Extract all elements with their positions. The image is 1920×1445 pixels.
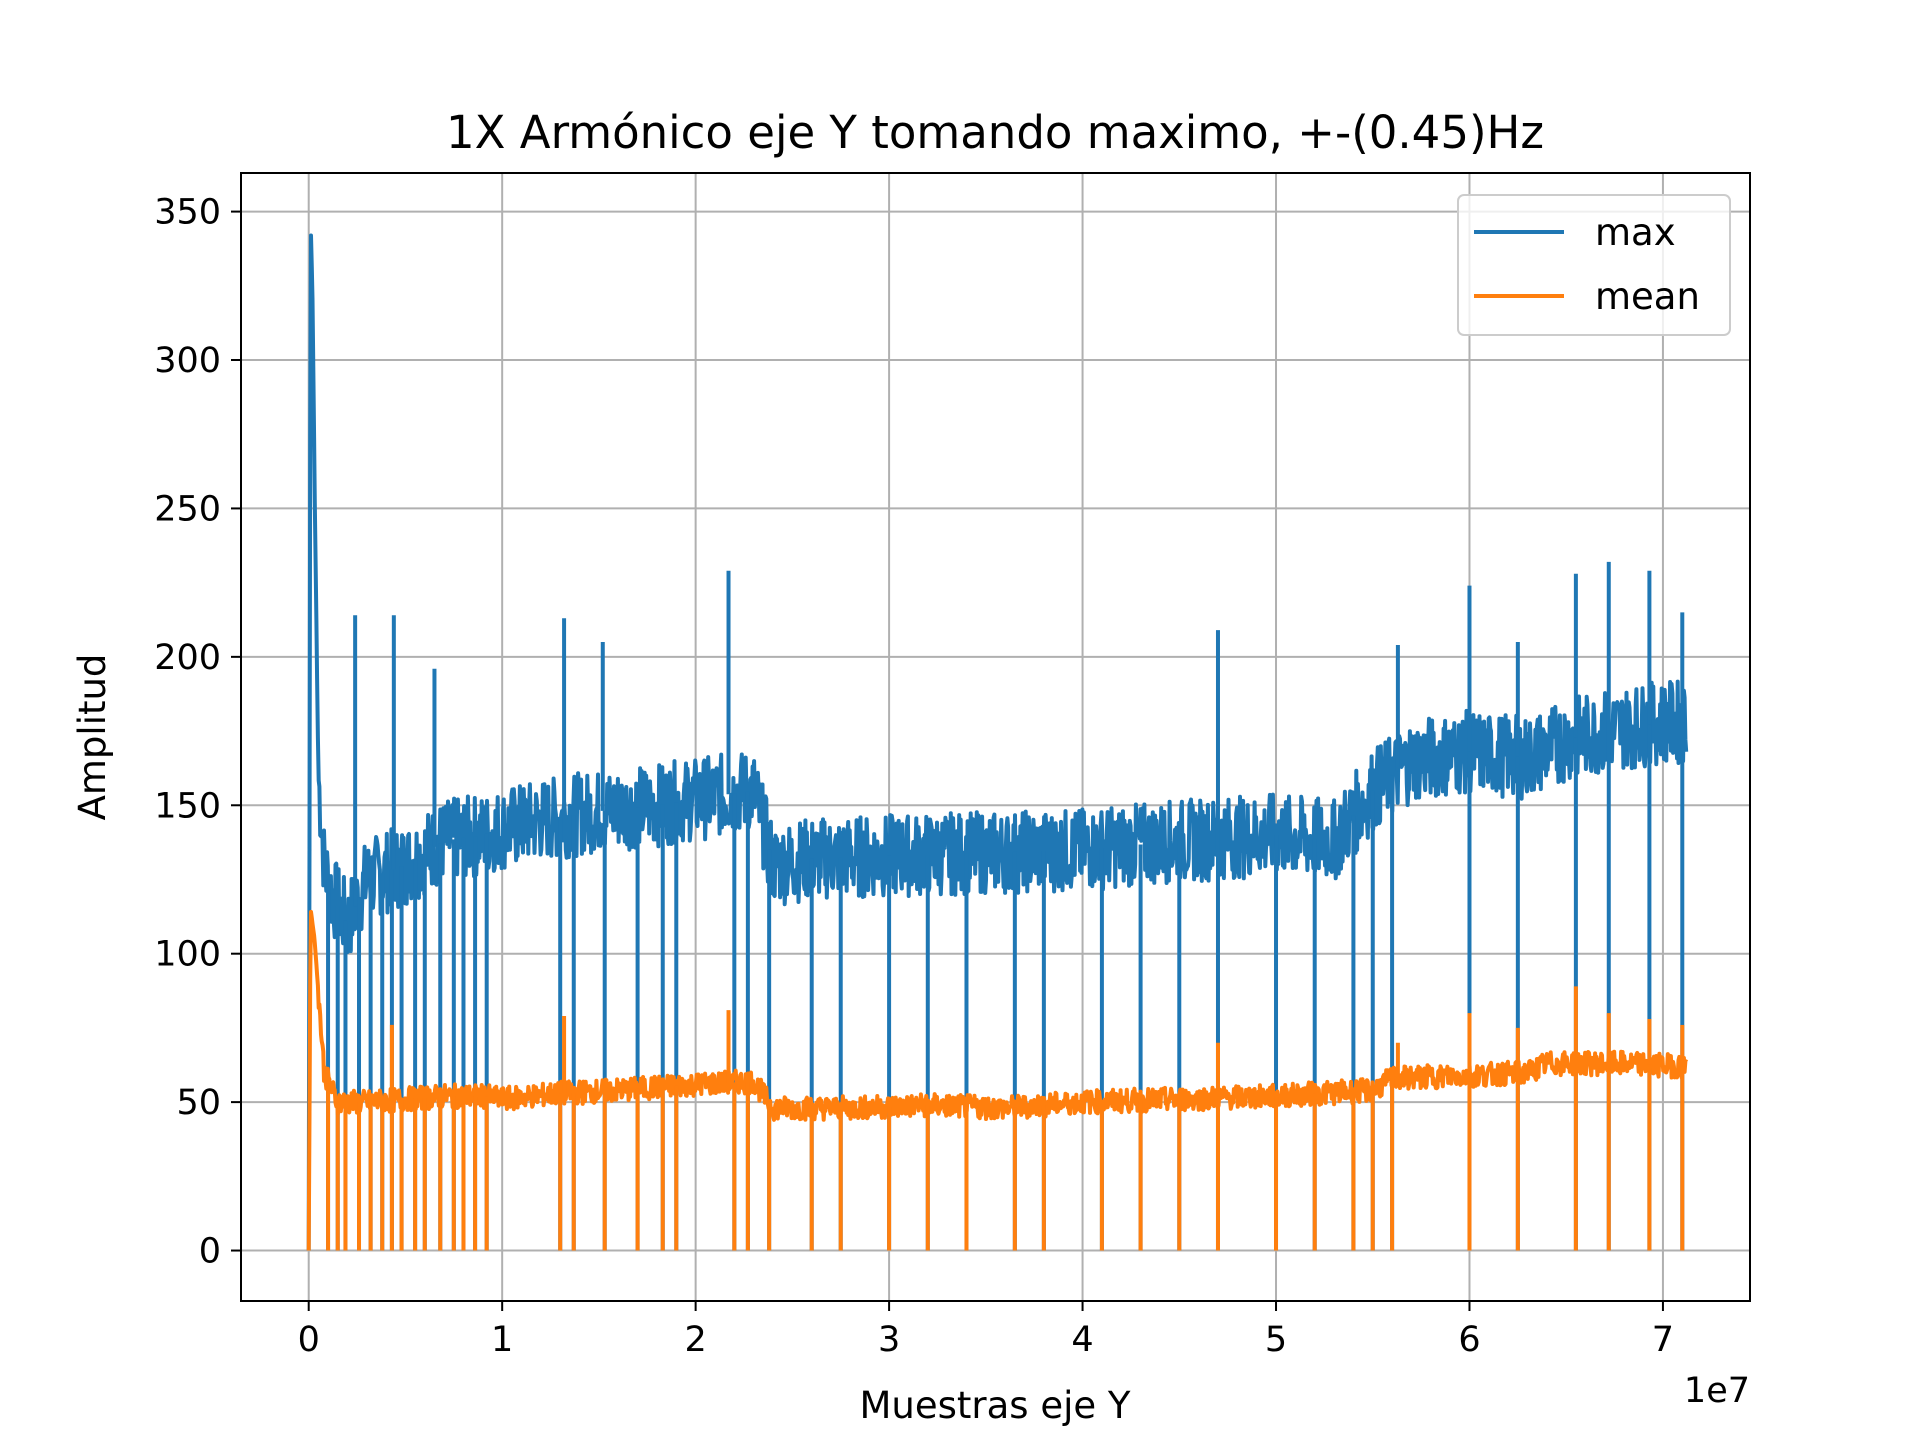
x-tick-label: 7 — [1652, 1320, 1674, 1360]
y-tick-label: 300 — [154, 341, 221, 381]
chart-title: 1X Armónico eje Y tomando maximo, +-(0.4… — [446, 106, 1544, 159]
y-tick-label: 350 — [154, 193, 221, 233]
x-tick-label: 3 — [878, 1320, 900, 1360]
series-layer — [306, 233, 1689, 1251]
ticks: 0 1 2 3 4 5 6 7 0 50 100 150 200 250 300 350 — [154, 193, 1674, 1360]
legend-label-mean: mean — [1595, 275, 1700, 318]
legend: max mean — [1457, 194, 1731, 336]
y-tick-label: 250 — [154, 489, 221, 529]
series-line-mean — [306, 909, 1689, 1251]
y-tick-label: 200 — [154, 638, 221, 678]
x-tick-label: 5 — [1265, 1320, 1287, 1360]
x-axis-label: Muestras eje Y — [859, 1384, 1130, 1427]
x-tick-label: 1 — [491, 1320, 513, 1360]
y-tick-label: 150 — [154, 786, 221, 826]
y-axis-label: Amplitud — [71, 654, 114, 821]
x-tick-label: 4 — [1071, 1320, 1093, 1360]
x-tick-label: 0 — [298, 1320, 320, 1360]
x-tick-label: 2 — [684, 1320, 706, 1360]
y-tick-label: 100 — [154, 935, 221, 975]
y-tick-label: 50 — [176, 1083, 221, 1123]
y-tick-label: 0 — [199, 1232, 221, 1272]
series-line-max — [306, 233, 1689, 1251]
axes-frame — [240, 172, 1751, 1302]
x-tick-label: 6 — [1458, 1320, 1480, 1360]
legend-label-max: max — [1595, 211, 1676, 254]
x-axis-multiplier: 1e7 — [1684, 1371, 1750, 1411]
